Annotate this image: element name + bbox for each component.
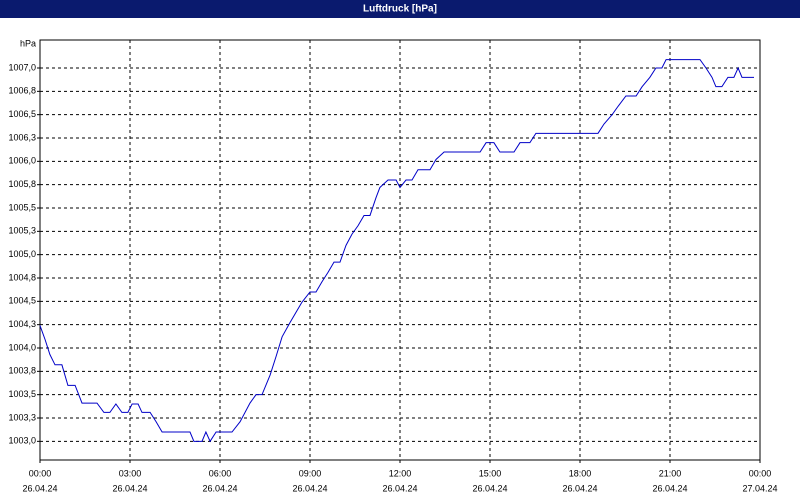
y-tick-label: 1005,5: [8, 202, 36, 212]
x-tick-label: 21:00: [659, 468, 682, 478]
y-tick-label: 1005,0: [8, 249, 36, 259]
x-tick-label: 15:00: [479, 468, 502, 478]
y-tick-label: 1004,5: [8, 296, 36, 306]
y-tick-label: 1004,0: [8, 342, 36, 352]
x-tick-label: 00:00: [749, 468, 772, 478]
y-tick-label: 1005,3: [8, 226, 36, 236]
y-tick-label: 1006,8: [8, 86, 36, 96]
title-bar: [0, 0, 800, 18]
x-tick-label: 03:00: [119, 468, 142, 478]
x-tick-label: 12:00: [389, 468, 412, 478]
y-tick-label: 1003,0: [8, 436, 36, 446]
x-tick-label: 00:00: [29, 468, 52, 478]
x-tick-date: 26.04.24: [382, 483, 417, 493]
x-tick-date: 26.04.24: [562, 483, 597, 493]
x-tick-date: 26.04.24: [292, 483, 327, 493]
x-tick-date: 26.04.24: [652, 483, 687, 493]
y-tick-label: 1006,5: [8, 109, 36, 119]
y-tick-label: 1003,5: [8, 389, 36, 399]
y-tick-label: 1003,8: [8, 366, 36, 376]
x-tick-date: 26.04.24: [22, 483, 57, 493]
x-tick-label: 06:00: [209, 468, 232, 478]
x-tick-date: 26.04.24: [202, 483, 237, 493]
y-tick-label: 1004,8: [8, 272, 36, 282]
y-tick-label: 1007,0: [8, 62, 36, 72]
x-tick-date: 26.04.24: [472, 483, 507, 493]
y-tick-label: 1006,0: [8, 156, 36, 166]
x-tick-label: 18:00: [569, 468, 592, 478]
x-tick-date: 26.04.24: [112, 483, 147, 493]
y-tick-label: 1004,3: [8, 319, 36, 329]
y-tick-label: 1003,3: [8, 412, 36, 422]
data-line: [39, 59, 754, 443]
x-tick-label: 09:00: [299, 468, 322, 478]
y-tick-label: 1006,3: [8, 132, 36, 142]
y-tick-label: 1005,8: [8, 179, 36, 189]
y-axis-label: hPa: [20, 38, 36, 48]
chart-title: Luftdruck [hPa]: [363, 4, 437, 15]
x-tick-date: 27.04.24: [742, 483, 777, 493]
